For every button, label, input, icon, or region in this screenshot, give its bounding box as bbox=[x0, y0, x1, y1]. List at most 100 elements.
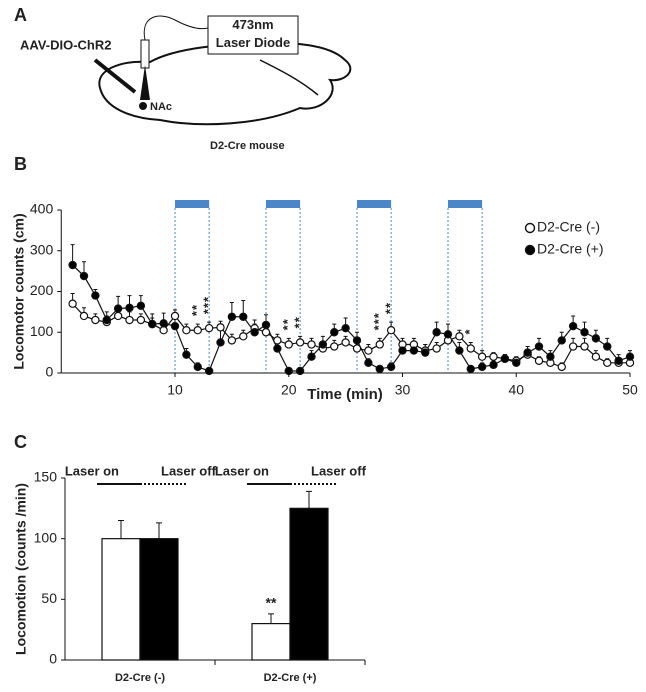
data-point bbox=[91, 291, 100, 300]
data-point bbox=[398, 346, 407, 355]
data-point bbox=[603, 358, 612, 368]
y-axis-label: Locomotor counts (cm) bbox=[11, 213, 27, 369]
data-point bbox=[466, 344, 475, 353]
data-point bbox=[261, 328, 271, 337]
bar bbox=[251, 622, 291, 661]
data-point bbox=[409, 346, 419, 355]
series-label: Laser on bbox=[215, 463, 269, 478]
laser-period bbox=[448, 200, 483, 208]
data-point bbox=[534, 356, 544, 365]
data-point bbox=[432, 344, 441, 353]
laser-period bbox=[266, 200, 301, 208]
data-point bbox=[216, 338, 225, 347]
error-bar bbox=[156, 522, 162, 539]
data-point bbox=[159, 326, 168, 335]
data-point bbox=[307, 340, 316, 349]
fiber-tip bbox=[140, 65, 150, 100]
data-point bbox=[182, 350, 191, 359]
data-point bbox=[68, 299, 77, 308]
series-label: Laser off bbox=[311, 463, 367, 478]
data-point bbox=[136, 301, 146, 310]
diagram: 473nm Laser Diode NAc AAV-DIO-ChR2 D2-Cre… bbox=[20, 15, 352, 152]
legend-label: D2-Cre (-) bbox=[537, 219, 600, 235]
significance-mark: *** bbox=[371, 312, 386, 330]
legend-marker bbox=[524, 244, 536, 256]
data-point bbox=[375, 364, 384, 374]
data-point bbox=[68, 260, 77, 270]
data-point bbox=[318, 340, 328, 349]
y-tick-label: 50 bbox=[41, 590, 57, 606]
x-tick-label: D2-Cre (-) bbox=[115, 672, 165, 684]
data-point bbox=[364, 346, 373, 355]
y-tick-label: 400 bbox=[30, 201, 54, 217]
data-point bbox=[136, 315, 146, 325]
data-point bbox=[568, 321, 578, 331]
data-point bbox=[568, 342, 578, 351]
data-point bbox=[546, 352, 555, 361]
data-point bbox=[273, 336, 282, 345]
y-tick-label: 0 bbox=[49, 651, 57, 667]
data-point bbox=[204, 366, 214, 376]
data-point bbox=[375, 340, 384, 349]
data-point bbox=[455, 332, 464, 341]
legend-marker bbox=[524, 222, 536, 234]
data-point bbox=[341, 338, 350, 347]
data-point bbox=[477, 352, 487, 361]
data-point bbox=[284, 340, 293, 349]
data-point bbox=[489, 360, 498, 370]
data-point bbox=[352, 336, 362, 345]
series-label: Laser off bbox=[161, 463, 217, 478]
data-point bbox=[91, 315, 100, 325]
bar bbox=[101, 538, 141, 661]
data-point bbox=[204, 323, 214, 333]
series-line bbox=[72, 264, 631, 372]
laser-period bbox=[175, 200, 210, 208]
y-tick-label: 150 bbox=[34, 469, 58, 485]
construct-label: AAV-DIO-ChR2 bbox=[20, 37, 111, 52]
data-point bbox=[500, 354, 510, 363]
error-bar bbox=[268, 613, 274, 624]
data-point bbox=[295, 338, 305, 347]
data-point bbox=[239, 332, 248, 341]
data-point bbox=[273, 344, 282, 353]
data-point bbox=[307, 352, 316, 361]
data-point bbox=[295, 366, 305, 376]
data-point bbox=[352, 344, 362, 353]
injection-needle bbox=[93, 58, 137, 94]
data-point bbox=[227, 312, 237, 321]
data-point bbox=[477, 362, 487, 372]
data-point bbox=[534, 342, 544, 351]
data-point bbox=[557, 362, 566, 372]
data-point bbox=[603, 342, 612, 351]
data-point bbox=[580, 342, 589, 351]
nac-dot bbox=[139, 102, 147, 110]
data-point bbox=[466, 364, 475, 374]
significance-mark: * bbox=[462, 328, 477, 334]
data-point bbox=[261, 320, 271, 330]
y-tick-label: 300 bbox=[30, 241, 54, 257]
panel-label: A bbox=[14, 5, 27, 25]
significance-mark: *** bbox=[201, 296, 216, 314]
animal-label: D2-Cre mouse bbox=[210, 140, 285, 152]
significance-mark: ** bbox=[383, 302, 398, 314]
data-point bbox=[250, 328, 259, 337]
data-point bbox=[580, 328, 589, 337]
data-point bbox=[170, 321, 180, 331]
data-point bbox=[170, 311, 180, 321]
x-tick-label: 20 bbox=[281, 382, 297, 398]
region-label: NAc bbox=[150, 101, 172, 113]
data-point bbox=[591, 334, 601, 343]
data-point bbox=[102, 315, 111, 325]
optic-fiber bbox=[140, 39, 150, 69]
data-point bbox=[386, 362, 396, 372]
y-tick-label: 0 bbox=[45, 364, 53, 380]
brain-outline bbox=[98, 42, 352, 126]
panel-label: B bbox=[14, 154, 27, 174]
laser-box bbox=[207, 15, 299, 55]
data-point bbox=[227, 336, 237, 345]
data-point bbox=[455, 346, 464, 355]
data-point bbox=[330, 328, 339, 337]
y-axis-label: Locomotion (counts /min) bbox=[13, 483, 29, 655]
laser-period bbox=[357, 200, 392, 208]
